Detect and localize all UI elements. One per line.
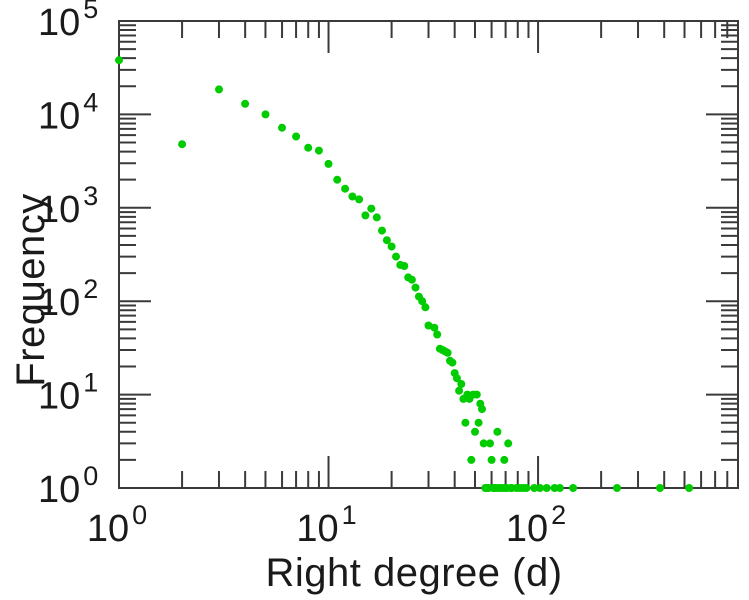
data-point [324, 159, 333, 168]
data-point [261, 110, 270, 119]
data-point [411, 283, 420, 292]
data-point [522, 484, 531, 492]
data-point [504, 439, 513, 448]
y-axis-tick-label: 10 4 [38, 87, 98, 137]
data-point [378, 226, 386, 235]
data-point [241, 99, 250, 108]
data-point [455, 386, 464, 395]
y-axis-tick-label: 10 0 [38, 461, 98, 511]
data-point [656, 484, 664, 492]
x-axis-tick-label: 10 0 [87, 500, 147, 550]
data-point [500, 455, 509, 464]
data-point [472, 390, 481, 399]
y-axis-tick-label: 10 2 [38, 274, 98, 324]
data-point [400, 262, 409, 270]
data-point [314, 146, 323, 155]
y-axis-tick-label: 10 1 [38, 368, 98, 418]
data-point [392, 252, 400, 261]
data-point [333, 175, 342, 184]
plot-frame [118, 20, 739, 489]
x-axis-tick-label: 10 1 [296, 500, 356, 550]
data-point [542, 484, 551, 492]
data-point [493, 427, 502, 436]
data-point [613, 484, 621, 492]
data-point [341, 184, 350, 193]
data-point [348, 192, 357, 201]
data-point [443, 348, 452, 357]
y-axis-tick-label: 10 3 [38, 181, 98, 231]
data-point [372, 213, 381, 222]
data-point [387, 242, 396, 251]
data-point [685, 484, 694, 492]
data-point [478, 405, 486, 414]
data-point [555, 484, 564, 492]
data-point [448, 358, 457, 367]
data-point [367, 204, 376, 213]
data-point [178, 140, 187, 149]
data-point [215, 85, 223, 94]
data-point [433, 330, 442, 339]
data-point [486, 439, 494, 448]
data-point [278, 123, 286, 132]
x-axis-title: Right degree (d) [265, 551, 563, 595]
data-point [461, 418, 470, 427]
data-point [530, 484, 539, 492]
x-axis-tick-label: 10 2 [506, 500, 566, 550]
data-point [474, 418, 483, 427]
data-point [535, 484, 544, 492]
data-point [452, 374, 461, 383]
data-point [487, 455, 496, 464]
data-point [457, 380, 466, 388]
data-point [355, 195, 364, 204]
y-axis-tick-label: 10 5 [38, 0, 98, 44]
data-point [304, 143, 313, 152]
data-point [115, 56, 123, 65]
data-point [382, 236, 391, 245]
y-axis-title: Frequency [9, 193, 53, 387]
data-point [467, 455, 476, 464]
data-point [361, 211, 370, 220]
data-point [418, 297, 427, 306]
data-point [292, 132, 301, 141]
data-point [471, 427, 479, 436]
data-point [421, 303, 430, 312]
data-point [430, 323, 439, 332]
data-point [569, 484, 578, 492]
data-point [479, 439, 488, 448]
data-point [407, 275, 416, 284]
